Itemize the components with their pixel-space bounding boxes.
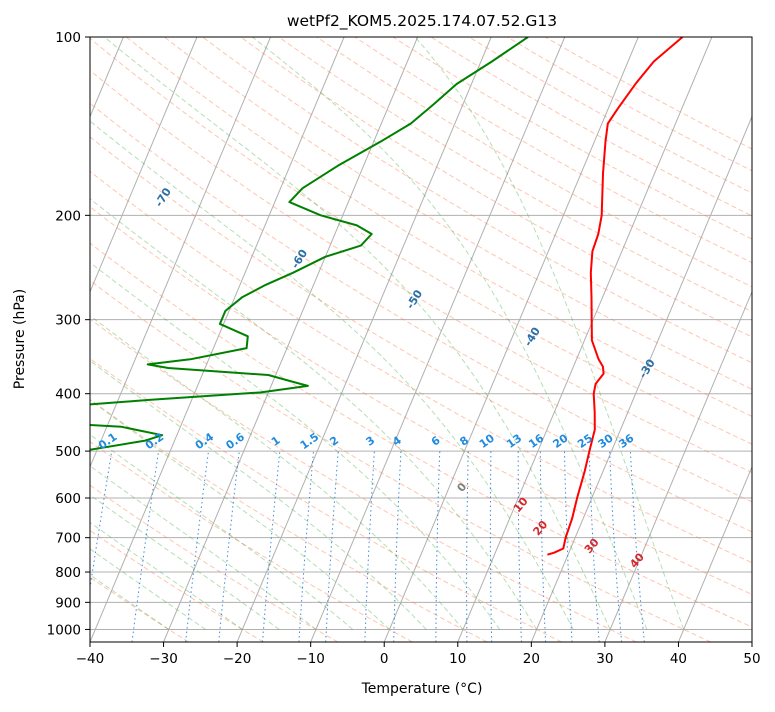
x-tick-label: 10 [449, 651, 466, 667]
y-tick-label: 800 [55, 565, 81, 581]
x-tick-label: −30 [149, 651, 178, 667]
y-tick-label: 700 [55, 531, 81, 547]
x-tick-label: −40 [76, 651, 105, 667]
y-tick-label: 500 [55, 444, 81, 460]
y-tick-label: 900 [55, 595, 81, 611]
y-tick-label: 200 [55, 208, 81, 224]
x-tick-label: −20 [223, 651, 252, 667]
x-tick-label: 40 [670, 651, 687, 667]
y-tick-label: 1000 [47, 622, 81, 638]
x-axis-label: Temperature (°C) [361, 681, 483, 697]
x-tick-label: 20 [523, 651, 540, 667]
x-tick-label: 50 [743, 651, 760, 667]
x-tick-label: 0 [380, 651, 389, 667]
y-tick-label: 400 [55, 387, 81, 403]
x-tick-label: −10 [296, 651, 325, 667]
y-tick-label: 300 [55, 313, 81, 329]
y-tick-label: 600 [55, 491, 81, 507]
y-tick-label: 100 [55, 30, 81, 46]
x-tick-label: 30 [596, 651, 613, 667]
y-axis-label: Pressure (hPa) [12, 289, 28, 389]
chart-title: wetPf2_KOM5.2025.174.07.52.G13 [287, 12, 557, 31]
